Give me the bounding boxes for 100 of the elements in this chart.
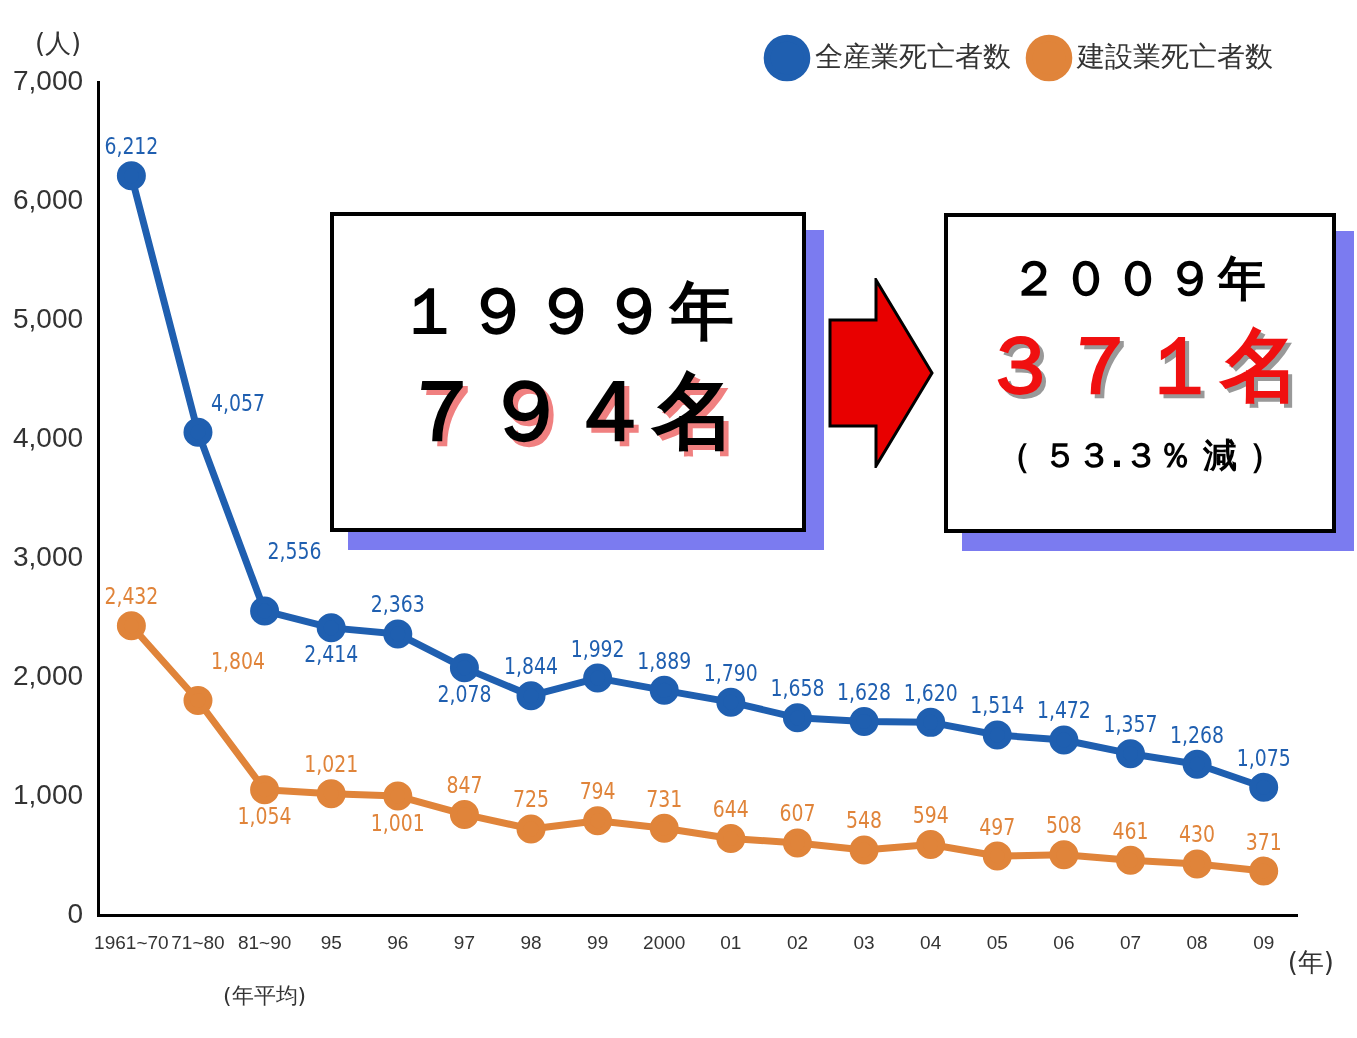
data-label: 1,844 — [504, 652, 558, 680]
data-label: 1,790 — [703, 658, 758, 687]
point — [516, 681, 546, 711]
data-label: 1,001 — [370, 808, 425, 836]
point — [916, 830, 946, 859]
y-tick-label: 5,000 — [12, 302, 84, 334]
annotation: （ ５３.３％ 減 ） — [995, 434, 1285, 477]
data-label: 1,514 — [970, 691, 1025, 719]
x-tick-label: 95 — [320, 931, 342, 953]
data-label: 2,414 — [304, 640, 359, 668]
data-label: 371 — [1245, 827, 1282, 855]
point — [916, 707, 946, 737]
y-tick-label: 4,000 — [12, 421, 84, 453]
point — [849, 706, 879, 736]
point — [449, 799, 479, 829]
point — [1115, 845, 1145, 875]
point — [516, 814, 546, 844]
data-label: 1,992 — [570, 634, 625, 663]
data-label: 594 — [912, 801, 949, 829]
point — [1182, 749, 1212, 779]
x-tick-label: 97 — [453, 931, 475, 953]
data-label: 1,075 — [1236, 743, 1291, 772]
point — [449, 653, 479, 683]
data-label: 1,804 — [211, 647, 265, 675]
y-tick-label: 7,000 — [12, 64, 84, 96]
data-label: 497 — [979, 812, 1016, 840]
data-label: 2,556 — [267, 537, 322, 565]
data-label: 1,054 — [237, 802, 292, 830]
annotation: ３７１名 — [979, 318, 1301, 414]
point — [116, 161, 146, 191]
annotation: １９９９年 — [397, 273, 739, 350]
point — [183, 685, 213, 715]
data-label: 2,363 — [370, 590, 425, 618]
point — [383, 619, 413, 649]
point — [1249, 772, 1279, 802]
x-axis-title: (年) — [1287, 947, 1334, 978]
data-label: 548 — [846, 806, 883, 834]
point — [1049, 725, 1079, 755]
point — [1115, 739, 1145, 769]
point — [116, 611, 146, 641]
x-tick-label: 07 — [1119, 931, 1142, 953]
point — [716, 824, 746, 854]
data-label: 6,212 — [104, 132, 159, 160]
point — [316, 779, 346, 809]
legend-label: 建設業死亡者数 — [1076, 40, 1273, 72]
point — [782, 703, 812, 733]
x-tick-label: 96 — [387, 931, 409, 953]
x-tick-label: 02 — [786, 931, 809, 953]
y-tick-label: 0 — [67, 897, 84, 929]
data-label: 1,628 — [837, 678, 892, 706]
x-tick-label: 71~80 — [171, 931, 225, 953]
x-tick-label: 09 — [1253, 931, 1275, 953]
data-label: 1,268 — [1170, 720, 1225, 749]
y-tick-label: 6,000 — [12, 183, 84, 215]
x-tick-label: 03 — [853, 931, 875, 953]
point — [583, 806, 613, 836]
data-label: 1,889 — [637, 646, 692, 675]
x-tick-label: 06 — [1053, 931, 1075, 953]
data-label: 1,357 — [1103, 710, 1158, 738]
y-axis-title: (人) — [34, 28, 82, 58]
text: (年平均) — [223, 983, 307, 1009]
x-tick-label: 1961~70 — [94, 931, 169, 953]
point — [316, 613, 346, 643]
point — [183, 417, 213, 447]
point — [250, 596, 280, 626]
point — [649, 675, 679, 705]
point — [1249, 856, 1279, 886]
x-tick-label: 99 — [587, 931, 609, 953]
y-tick-label: 1,000 — [12, 778, 84, 810]
x-tick-label: 2000 — [643, 931, 686, 953]
point — [849, 835, 879, 865]
data-label: 644 — [712, 795, 749, 823]
point — [383, 781, 413, 811]
point — [716, 687, 746, 717]
annotation: ７９４名 — [399, 361, 737, 462]
point — [1182, 849, 1212, 879]
point — [649, 813, 679, 843]
x-tick-label: 01 — [720, 931, 742, 953]
data-label: 607 — [779, 799, 816, 827]
point — [982, 841, 1012, 871]
data-label: 2,432 — [104, 582, 159, 610]
data-label: 430 — [1179, 820, 1216, 848]
x-tick-label: 08 — [1186, 931, 1208, 953]
data-label: 847 — [446, 770, 483, 799]
point — [782, 828, 812, 858]
point — [583, 663, 613, 693]
x-tick-label: 05 — [986, 931, 1008, 953]
point — [982, 720, 1012, 750]
data-label: 1,472 — [1036, 696, 1091, 724]
annotation: ２００９年 — [1009, 249, 1271, 308]
legend-label: 全産業死亡者数 — [815, 40, 1011, 72]
data-label: 2,078 — [437, 680, 492, 708]
x-tick-label: 81~90 — [237, 931, 292, 953]
data-label: 4,057 — [211, 388, 265, 417]
y-tick-label: 3,000 — [12, 540, 84, 572]
point — [1049, 840, 1079, 870]
data-label: 731 — [646, 784, 683, 813]
data-label: 1,620 — [903, 678, 958, 707]
data-label: 1,658 — [770, 674, 825, 702]
data-label: 1,021 — [304, 750, 359, 778]
